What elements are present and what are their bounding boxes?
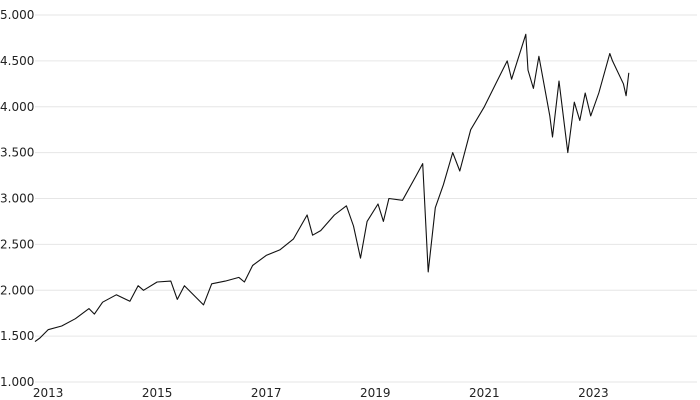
x-tick-label: 2017 <box>251 386 282 400</box>
price-line <box>34 33 630 343</box>
y-tick-label: 5.000 <box>0 8 34 22</box>
y-tick-label: 2.000 <box>0 283 34 297</box>
y-tick-label: 2.500 <box>0 237 34 251</box>
y-tick-label: 1.000 <box>0 375 34 389</box>
y-tick-label: 1.500 <box>0 329 34 343</box>
x-tick-label: 2023 <box>578 386 609 400</box>
y-tick-label: 4.000 <box>0 100 34 114</box>
x-tick-label: 2021 <box>469 386 500 400</box>
x-tick-label: 2019 <box>360 386 391 400</box>
x-tick-label: 2013 <box>33 386 64 400</box>
y-tick-label: 3.000 <box>0 192 34 206</box>
x-tick-label: 2015 <box>142 386 173 400</box>
y-tick-label: 4.500 <box>0 54 34 68</box>
y-tick-label: 3.500 <box>0 146 34 160</box>
